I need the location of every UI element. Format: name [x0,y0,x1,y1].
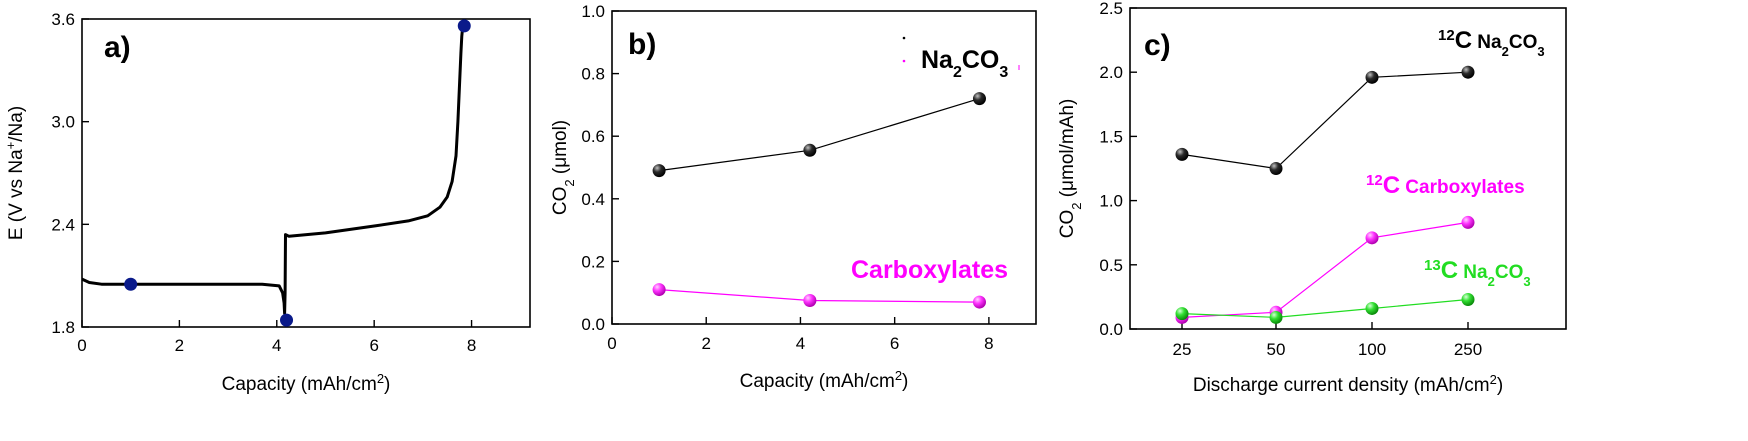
data-point [1175,147,1189,161]
x-tick-label: 4 [796,334,805,353]
data-point [1461,292,1475,306]
y-tick-label: 0.8 [581,65,605,84]
x-tick-label: 4 [272,336,281,355]
y-tick-label: 3.0 [51,113,75,132]
series-line [659,98,980,172]
x-axis-label: Capacity (mAh/cm2) [222,371,391,396]
y-axis-label: CO2 (μmol) [550,120,577,215]
plot-frame [81,18,531,328]
y-tick-label: 0.4 [581,190,605,209]
y-axis-label: CO2 (μmol/mAh) [1057,99,1084,239]
y-tick-label: 1.5 [1099,127,1123,146]
x-tick-label: 0 [607,334,616,353]
data-point [1365,301,1379,315]
panel-label: a) [104,31,131,64]
series-annotation: Carboxylates [851,256,1008,284]
y-tick-label: 2.5 [1099,0,1123,18]
voltage-curve [81,23,466,315]
panel-b: 0 2 4 6 8 0.0 0.2 0.4 0.6 0.8 1.0 b) Na2CO3 Carboxyla… [550,2,1037,393]
y-tick-label: 0.5 [1099,256,1123,275]
panel-a: 0 2 4 6 8 1.8 2.4 3.0 3.6 a) Capacity (mAh/cm2) E (… [3,10,531,395]
y-tick-label: 1.0 [581,2,605,21]
x-axis-label: Discharge current density (mAh/cm2) [1193,372,1503,397]
x-tick-label: 100 [1358,340,1386,359]
series-line [1181,298,1469,319]
data-point [1461,215,1475,229]
y-axis-label: E (V vs Na+/Na) [3,106,28,240]
x-tick-label: 50 [1267,340,1286,359]
data-point [1365,231,1379,245]
legend-marker [902,36,906,40]
x-tick-label: 25 [1173,340,1192,359]
x-tick-label: 2 [175,336,184,355]
panel-label: b) [628,28,656,61]
series-line [1181,221,1469,318]
y-tick-label: 3.6 [51,10,75,29]
x-tick-label: 8 [467,336,476,355]
data-point [803,294,817,308]
legend-marker [902,59,906,63]
plot-frame [611,10,1037,325]
data-point [1175,307,1189,321]
voltage-marker [457,19,471,33]
data-point [803,143,817,157]
series-annotation: 12C Carboxylates [1366,172,1525,200]
x-tick-label: 6 [369,336,378,355]
y-tick-label: 1.8 [51,318,75,337]
y-tick-label: 0.6 [581,127,605,146]
data-point [1269,162,1283,175]
data-point [652,283,666,297]
x-tick-label: 0 [77,336,86,355]
x-tick-label: 2 [701,334,710,353]
x-tick-label: 6 [890,334,899,353]
data-point [1365,70,1379,84]
x-axis-label: Capacity (mAh/cm2) [740,368,909,393]
y-tick-label: 1.0 [1099,192,1123,211]
data-point [972,295,986,309]
data-point [652,164,666,178]
data-point [1461,65,1475,79]
data-point [1269,310,1283,324]
panel-c: 25 50 100 250 0.0 0.5 1.0 1.5 2.0 2.5 c) 12C Na2CO3… [1057,0,1567,397]
series-line [1181,71,1469,170]
y-tick-label: 0.0 [581,315,605,334]
x-tick-label: 250 [1454,340,1482,359]
voltage-marker [280,313,294,327]
data-point [972,92,986,106]
series-annotation: 12C Na2CO3 [1438,27,1545,59]
series-line [659,289,980,303]
y-tick-label: 2.4 [51,215,75,234]
x-tick-label: 8 [984,334,993,353]
y-tick-label: 0.2 [581,252,605,271]
legend-label: Na2CO3 [921,46,1008,81]
voltage-marker [124,277,138,291]
y-tick-label: 2.0 [1099,63,1123,82]
y-tick-label: 0.0 [1099,320,1123,339]
panel-label: c) [1144,29,1171,62]
series-annotation: 13C Na2CO3 [1424,257,1531,289]
plot-frame [1129,7,1567,330]
